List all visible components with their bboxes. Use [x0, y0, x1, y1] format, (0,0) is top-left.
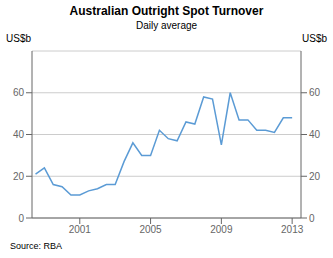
html-text:Daily average: Daily average [135, 20, 198, 31]
svg-text:0: 0 [309, 213, 315, 224]
svg-text:20: 20 [309, 171, 321, 182]
svg-text:2013: 2013 [281, 224, 304, 235]
html-text:Source: RBA: Source: RBA [10, 241, 62, 251]
svg-text:60: 60 [309, 87, 321, 98]
svg-text:0: 0 [18, 213, 24, 224]
svg-text:60: 60 [13, 87, 25, 98]
svg-text:20: 20 [13, 171, 25, 182]
svg-text:40: 40 [309, 129, 321, 140]
html-text:US$b: US$b [302, 33, 327, 44]
svg-text:40: 40 [13, 129, 25, 140]
svg-text:2009: 2009 [210, 224, 233, 235]
html-text:Australian Outright Spot Turno: Australian Outright Spot Turnover [69, 4, 264, 18]
svg-text:2005: 2005 [139, 224, 162, 235]
svg-text:2001: 2001 [69, 224, 92, 235]
html-text:US$b: US$b [6, 33, 31, 44]
